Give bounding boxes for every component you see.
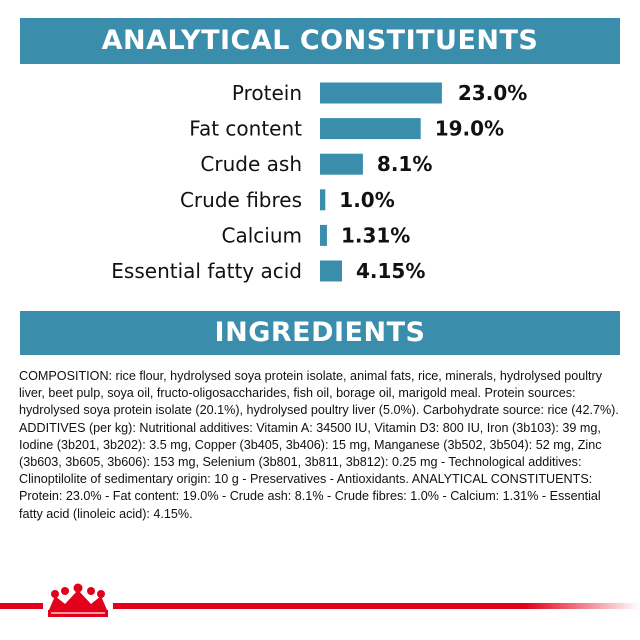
category-label: Fat content [189,117,302,141]
category-label: Essential fatty acid [111,259,302,283]
bar [320,260,342,282]
footer-brand-strip [0,582,640,620]
value-label: 1.0% [339,188,394,212]
value-label: 23.0% [458,81,527,105]
ingredients-header: INGREDIENTS [20,311,620,355]
ingredients-text: COMPOSITION: rice flour, hydrolysed soya… [19,369,619,521]
bar [320,82,442,104]
crown-logo-icon [43,582,113,620]
footer-red-line [0,603,640,609]
bar [320,224,327,246]
category-label: Crude fibres [180,188,302,212]
value-label: 4.15% [356,259,425,283]
category-label: Protein [232,81,302,105]
value-label: 19.0% [435,117,504,141]
category-label: Calcium [222,223,303,247]
bar [320,118,421,140]
value-label: 1.31% [341,223,410,247]
analytical-constituents-header: ANALYTICAL CONSTITUENTS [20,18,620,64]
bar [320,189,326,211]
bar [320,153,363,175]
category-label: Crude ash [200,152,302,176]
analytical-bar-chart: Protein 23.0% Fat content 19.0% Crude ash 8.1… [111,81,527,283]
value-label: 8.1% [377,152,432,176]
